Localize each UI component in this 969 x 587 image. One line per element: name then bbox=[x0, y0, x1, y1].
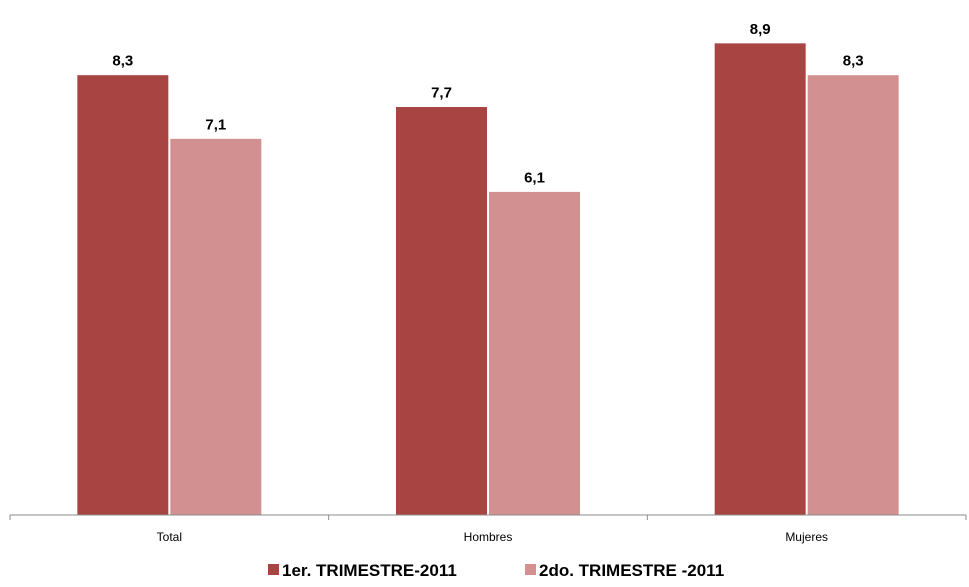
category-label-hombres: Hombres bbox=[464, 530, 513, 544]
bar-mujeres-series-1 bbox=[713, 42, 807, 516]
data-label-hombres-series-1: 7,7 bbox=[431, 85, 452, 102]
bar-hombres-series-2 bbox=[488, 190, 581, 516]
legend-swatch-series-1 bbox=[268, 564, 279, 575]
x-axis-ticks bbox=[9, 515, 967, 520]
value-labels-group: 8,3 7,1 7,7 6,1 8,9 8,3 bbox=[112, 21, 863, 187]
data-label-mujeres-series-1: 8,9 bbox=[750, 21, 771, 38]
bar-hombres-series-1 bbox=[395, 106, 488, 516]
category-labels-group: Total Hombres Mujeres bbox=[157, 530, 828, 544]
legend-label-series-2: 2do. TRIMESTRE -2011 bbox=[539, 561, 724, 580]
data-label-total-series-2: 7,1 bbox=[205, 116, 226, 133]
bar-total-series-1 bbox=[76, 74, 170, 516]
bars-group bbox=[76, 42, 900, 516]
data-label-mujeres-series-2: 8,3 bbox=[843, 53, 864, 70]
legend-swatch-series-2 bbox=[525, 564, 536, 575]
legend: 1er. TRIMESTRE-2011 2do. TRIMESTRE -2011 bbox=[268, 561, 724, 580]
category-label-total: Total bbox=[157, 530, 182, 544]
category-label-mujeres: Mujeres bbox=[785, 530, 828, 544]
bar-mujeres-series-2 bbox=[806, 74, 900, 516]
legend-label-series-1: 1er. TRIMESTRE-2011 bbox=[282, 561, 457, 580]
bar-total-series-2 bbox=[169, 137, 263, 516]
data-label-hombres-series-2: 6,1 bbox=[524, 169, 545, 186]
data-label-total-series-1: 8,3 bbox=[112, 53, 133, 70]
